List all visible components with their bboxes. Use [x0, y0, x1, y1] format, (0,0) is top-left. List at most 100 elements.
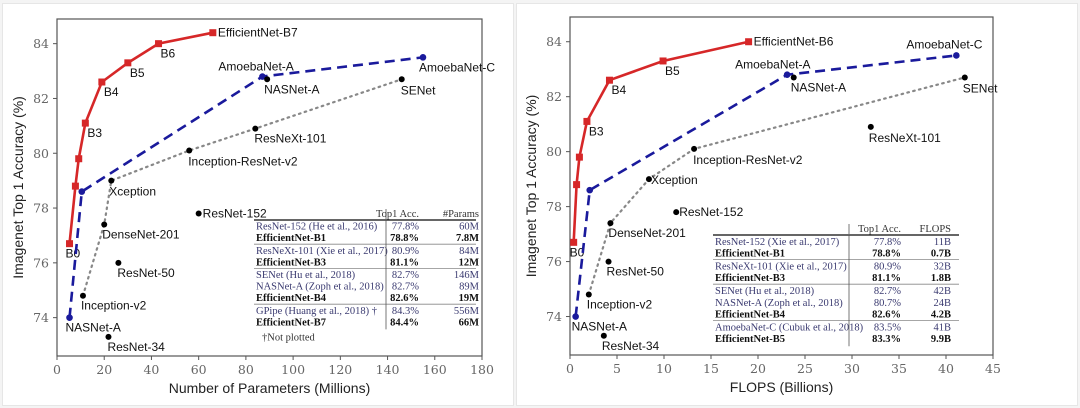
x-tick-label: 25 [797, 361, 813, 376]
table-cell-model: EfficientNet-B3 [256, 257, 326, 268]
table-cell-acc: 77.8% [874, 237, 901, 248]
plot-frame [56, 18, 483, 357]
y-tick-label: 78 [546, 199, 562, 214]
data-point-marker [659, 57, 667, 65]
table-cell-model: ResNeXt-101 (Xie et al., 2017) [256, 246, 388, 257]
data-point-marker [645, 176, 652, 183]
data-point-label: B0 [570, 245, 585, 259]
table-cell-value: 41B [933, 322, 951, 333]
data-point-label: SENet [401, 83, 436, 97]
table-cell-model: EfficientNet-B7 [256, 317, 326, 328]
data-point-marker [124, 59, 132, 67]
plot-frame [569, 16, 994, 356]
data-point-label: B5 [665, 64, 680, 78]
table-cell-acc: 83.5% [874, 322, 901, 333]
series-line-nas-models [68, 56, 424, 318]
table-cell-value: 9.9B [931, 334, 951, 345]
y-tick-label: 74 [33, 310, 49, 325]
table-cell-acc: 80.7% [874, 298, 901, 309]
data-point-marker [572, 313, 579, 320]
data-point-marker [209, 29, 217, 37]
x-tick-label: 60 [191, 362, 207, 377]
y-tick-label: 84 [33, 36, 49, 51]
data-point-marker [961, 74, 968, 81]
data-point-marker [605, 258, 612, 265]
x-tick-label: 20 [750, 361, 766, 376]
table-cell-model: GPipe (Huang et al., 2018) † [256, 306, 377, 317]
data-point-marker [607, 220, 614, 227]
data-point-label: B0 [66, 247, 81, 261]
data-point-marker [78, 188, 86, 195]
table-header-acc: Top1 Acc. [376, 209, 419, 220]
x-axis-title: Number of Parameters (Millions) [169, 380, 371, 396]
data-point-label: Xception [109, 185, 156, 199]
x-axis-title: FLOPS (Billions) [730, 379, 833, 395]
table-header-value: #Params [443, 209, 479, 220]
data-point-marker [570, 238, 578, 246]
table-cell-model: SENet (Hu et al., 2018) [256, 270, 356, 281]
table-cell-value: 84M [459, 246, 480, 257]
table-cell-acc: 82.7% [392, 270, 419, 281]
table-cell-model: SENet (Hu et al., 2018) [715, 286, 815, 297]
data-point-label: NASNet-A [791, 80, 846, 94]
data-point-label: B4 [104, 85, 119, 99]
table-cell-value: 0.7B [931, 249, 951, 260]
data-point-marker [264, 76, 271, 83]
table-cell-acc: 78.8% [872, 249, 901, 260]
table-cell-value: 24B [933, 298, 951, 309]
data-point-marker [867, 123, 874, 130]
table-cell-model: NASNet-A (Zoph et al., 2018) [256, 282, 384, 293]
data-point-marker [79, 292, 86, 299]
data-point-marker [98, 78, 106, 86]
x-tick-label: 15 [703, 361, 719, 376]
table-cell-value: 60M [459, 222, 480, 233]
data-point-marker [783, 71, 791, 79]
y-tick-label: 76 [546, 254, 562, 269]
data-point-marker [745, 38, 753, 46]
table-cell-acc: 78.8% [390, 233, 419, 244]
y-axis-title: Imagenet Top 1 Accuracy (%) [10, 96, 26, 279]
series-line-efficientnet [68, 31, 214, 244]
x-tick-label: 160 [423, 362, 447, 377]
data-point-marker [81, 119, 89, 127]
data-point-label: NASNet-A [66, 321, 121, 335]
x-tick-label: 140 [376, 362, 400, 377]
table-cell-model: ResNet-152 (He et al., 2016) [256, 222, 378, 233]
table-cell-acc: 82.7% [874, 286, 901, 297]
table-cell-acc: 77.8% [392, 222, 419, 233]
data-point-marker [186, 147, 193, 154]
table-footnote: †Not plotted [262, 332, 316, 343]
table-header-value: FLOPS [919, 224, 951, 235]
table-cell-acc: 82.7% [392, 282, 419, 293]
data-point-marker [419, 54, 427, 61]
data-point-label: AmoebaNet-A [735, 58, 810, 72]
x-tick-label: 10 [656, 361, 672, 376]
data-point-marker [115, 259, 122, 266]
data-point-label: ResNet-152 [203, 207, 267, 221]
data-point-marker [953, 52, 960, 59]
data-point-label: ResNeXt-101 [254, 132, 326, 146]
table-cell-value: 66M [459, 317, 480, 328]
data-point-marker [790, 74, 797, 81]
data-point-marker [66, 314, 73, 321]
y-axis-title: Imagenet Top 1 Accuracy (%) [523, 95, 539, 278]
data-point-label: SENet [963, 81, 998, 95]
table-cell-model: NASNet-A (Zoph et al., 2018) [715, 298, 843, 309]
flops-accuracy-chart: 0 5 10 15 20 25 30 35 40 45 74 76 78 80 82 84 FLOPS (Bil… [523, 16, 1001, 395]
data-point-label: Inception-v2 [587, 298, 653, 312]
table-cell-acc: 82.6% [872, 310, 901, 321]
data-point-label: DenseNet-201 [608, 226, 686, 240]
data-point-label: ResNet-152 [679, 205, 743, 219]
y-tick-label: 76 [33, 255, 49, 270]
params-accuracy-chart: 0 20 40 60 80 100 120 140 160 180 74 76 78 80 82 84 Numb… [10, 18, 495, 396]
table-cell-value: 556M [454, 306, 480, 317]
data-point-label: ResNet-50 [117, 266, 175, 280]
data-point-marker [66, 240, 74, 248]
table-cell-value: 7.8M [456, 233, 479, 244]
table-cell-acc: 83.3% [872, 334, 901, 345]
x-tick-label: 120 [328, 362, 352, 377]
x-tick-label: 80 [238, 362, 254, 377]
table-cell-value: 12M [459, 257, 480, 268]
x-tick-label: 180 [470, 362, 494, 377]
x-tick-label: 35 [891, 361, 907, 376]
